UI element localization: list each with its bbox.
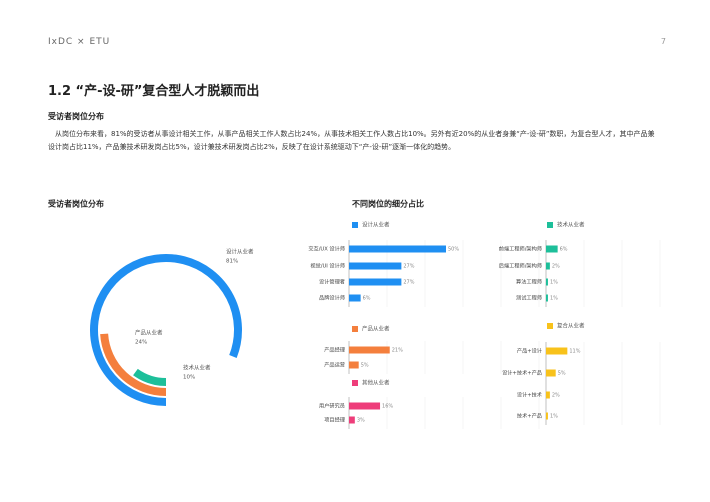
bar — [349, 416, 355, 424]
bar — [546, 245, 558, 253]
chart-title: 受访者岗位分布 — [48, 199, 104, 209]
category-label: 项目经理 — [324, 416, 346, 424]
category-label: 设计+技术+产品 — [502, 369, 542, 377]
legend-label: 其他从业者 — [362, 379, 390, 387]
value-label: 1% — [550, 414, 558, 420]
arc-value: 10% — [183, 375, 195, 381]
value-label: 1% — [550, 280, 558, 286]
legend-label: 设计从业者 — [362, 221, 390, 229]
category-label: 测试工程师 — [516, 294, 542, 302]
arc — [133, 368, 167, 386]
legend-label: 技术从业者 — [557, 221, 585, 229]
value-label: 27% — [403, 280, 414, 286]
chart-title: 不同岗位的细分占比 — [352, 199, 424, 209]
arc-value: 24% — [135, 340, 147, 346]
value-label: 5% — [361, 363, 369, 369]
category-label: 技术+产品 — [517, 412, 542, 420]
arc — [100, 333, 167, 396]
bar — [546, 278, 548, 286]
title: 1.2 “产-设-研”复合型人才脱颖而出 — [48, 84, 260, 99]
bar — [349, 262, 402, 270]
category-label: 品牌设计师 — [319, 294, 345, 302]
legend-label: 产品从业者 — [362, 325, 390, 333]
bar — [349, 294, 361, 302]
category-label: 产品经理 — [324, 346, 346, 354]
legend-swatch — [547, 222, 553, 228]
bar — [349, 245, 446, 253]
legend-label: 复合从业者 — [557, 322, 585, 330]
arc-value: 81% — [226, 259, 238, 265]
value-label: 11% — [569, 349, 580, 355]
value-label: 21% — [392, 348, 403, 354]
category-label: 后端工程师/架构师 — [499, 262, 542, 270]
bar — [546, 412, 548, 420]
value-label: 2% — [552, 264, 560, 270]
value-label: 6% — [363, 296, 371, 302]
bar — [546, 369, 556, 377]
paragraph: 从岗位分布来看，81%的受访者从事设计相关工作，从事产品相关工作人数占比24%，… — [48, 130, 655, 151]
value-label: 5% — [558, 371, 566, 377]
bar — [546, 391, 550, 399]
category-label: 视觉/UI 设计师 — [310, 262, 345, 270]
bar — [349, 361, 359, 369]
arc — [90, 254, 242, 406]
arc-label: 技术从业者 — [183, 364, 211, 372]
category-label: 设计管理者 — [319, 278, 345, 286]
value-label: 6% — [560, 247, 568, 253]
bar — [349, 402, 381, 410]
legend-swatch — [547, 323, 553, 329]
value-label: 3% — [357, 418, 365, 424]
bar — [546, 294, 548, 302]
value-label: 2% — [552, 393, 560, 399]
arc-label: 产品从业者 — [135, 329, 163, 337]
logo: IxDC × ETU — [48, 37, 111, 47]
legend-swatch — [352, 380, 358, 386]
category-label: 前端工程师/架构师 — [499, 245, 542, 253]
bar — [546, 347, 568, 355]
category-label: 算法工程师 — [516, 278, 542, 286]
value-label: 50% — [448, 247, 459, 253]
category-label: 产品运营 — [324, 361, 345, 369]
legend-swatch — [352, 326, 358, 332]
category-label: 设计+技术 — [517, 391, 542, 399]
category-label: 交互/UX 设计师 — [308, 245, 345, 253]
category-label: 产品+设计 — [517, 347, 542, 355]
arc-label: 设计从业者 — [226, 248, 254, 256]
bar — [349, 278, 402, 286]
legend-swatch — [352, 222, 358, 228]
value-label: 27% — [403, 264, 414, 270]
value-label: 16% — [382, 404, 393, 410]
page-number: 7 — [660, 37, 666, 46]
section-heading: 受访者岗位分布 — [48, 112, 104, 121]
category-label: 用户研究员 — [319, 402, 345, 410]
bar — [349, 346, 390, 354]
value-label: 1% — [550, 296, 558, 302]
bar — [546, 262, 550, 270]
